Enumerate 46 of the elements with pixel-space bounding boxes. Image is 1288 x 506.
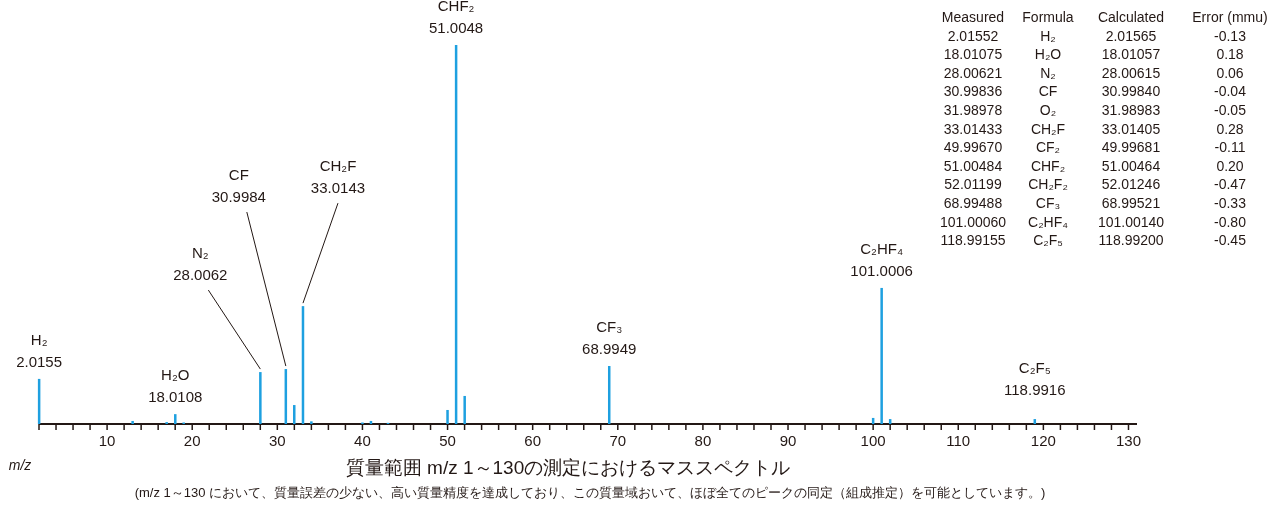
text: 68.99488 CF₃ 68.99521 -0.33 [943,195,1246,211]
bar [259,372,262,424]
text: 18.01075 H₂O 18.01057 0.18 [943,46,1244,63]
text: (m/z 1～130 において、質量誤差の少ない、高い質量精度を達成しており、この質量域おいて、ほぼ全てのピークの同定（組成推定）を可能としています。) [134,485,1046,500]
bar [310,421,313,424]
text: 49.99670 CF₂ 49.99681 -0.11 [943,139,1246,156]
annotation: H₂ 2.0155 [16,330,63,370]
x-tick-label: 40 [354,432,371,449]
x-tick-label: 50 [439,432,456,449]
x-tick-label: 60 [524,432,542,449]
x-tick-label: 90 [779,432,797,449]
bar [131,420,134,424]
text: Measured Formula Calculated Error (mmu) [941,9,1268,25]
text: 51.00484 CHF₂ 51.00464 0.20 [943,157,1244,174]
x-tick-label: 80 [694,432,712,449]
annotation: C₂F₅ 118.9916 [1004,359,1066,399]
bar [463,395,466,424]
annotation: N₂ 28.0062 [173,244,228,284]
bar [880,287,883,424]
text: 31.98978 O₂ 31.98983 -0.05 [943,102,1246,118]
annotation: CHF₂ 51.0048 [428,0,484,36]
text: 33.01433 CH₂F 33.01405 0.28 [943,120,1244,137]
text: 118.99155 C₂F₅ 118.99200 -0.45 [940,232,1246,249]
x-tick-label: 10 [98,432,116,449]
text: 質量範囲 m/z 1～130の測定におけるマススペクトル [345,457,791,478]
annotation: C₂HF₄ 101.0006 [850,239,913,279]
x-tick-label: 110 [946,432,971,449]
text: 28.00621 N₂ 28.00615 0.06 [943,64,1244,81]
bar [446,409,449,424]
x-tick-label: 100 [860,432,886,449]
x-axis-title: m/z [8,457,32,473]
annotation: CF 30.9984 [211,166,266,206]
bar [174,414,177,424]
text: 52.01199 CH₂F₂ 52.01246 -0.47 [944,176,1246,193]
annotation: H₂O 18.0108 [148,366,203,406]
text: 30.99836 CF 30.99840 -0.04 [943,83,1246,100]
x-tick-label: 20 [183,432,201,449]
x-tick-label: 130 [1115,432,1141,449]
text: 2.01552 H₂ 2.01565 -0.13 [947,27,1246,44]
text: 101.00060 C₂HF₄ 101.00140 -0.80 [939,213,1246,230]
x-tick-label: 70 [609,432,627,449]
bar [293,405,296,424]
annotation: CH₂F 33.0143 [310,157,366,197]
x-tick-label: 120 [1030,432,1056,449]
annotation: CF₃ 68.9949 [582,318,637,358]
x-tick-label: 30 [268,432,286,449]
